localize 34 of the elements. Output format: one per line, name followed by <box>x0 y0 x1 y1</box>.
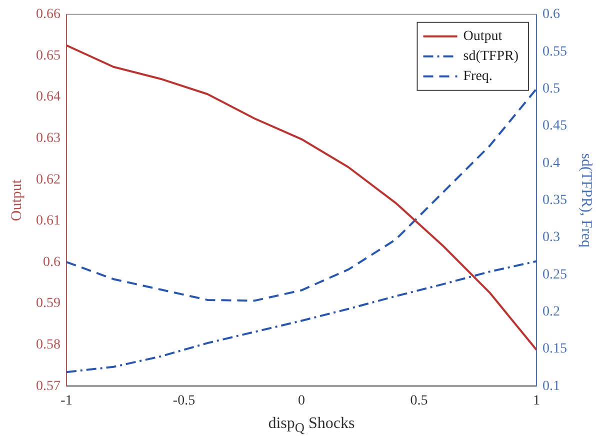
y-tick-label: 0.62 <box>36 172 60 188</box>
y2-tick-label: 0.25 <box>542 267 567 282</box>
x-tick-label: -0.5 <box>172 393 196 408</box>
y2-tick-label: 0.4 <box>542 156 560 171</box>
y-tick-label: 0.59 <box>36 296 60 312</box>
x-axis-title: disp$_{Q}$ Shocks <box>267 415 356 436</box>
line-series <box>66 88 536 302</box>
y2-tick-label: 0.5 <box>542 81 560 96</box>
y2-tick-label: 0.3 <box>542 230 560 246</box>
y-axis-title: Output <box>8 178 25 222</box>
y2-tick-label: 0.6 <box>542 7 560 22</box>
y-tick-label: 0.57 <box>36 378 60 394</box>
x-tick-label: 0.5 <box>410 393 428 408</box>
y-tick-label: 0.64 <box>36 90 60 105</box>
y-tick-label: 0.61 <box>36 214 60 229</box>
y2-axis-title: sd(TFPR), Freq <box>578 153 594 248</box>
y2-tick-label: 0.35 <box>542 192 567 208</box>
y-tick-label: 0.6 <box>43 254 60 270</box>
legend-label: Output <box>463 29 502 44</box>
y2-tick-label: 0.45 <box>542 118 567 134</box>
y-tick-label: 0.66 <box>36 7 60 22</box>
x-tick-label: 1 <box>533 393 540 408</box>
y-tick-label: 0.58 <box>36 338 60 353</box>
y2-tick-label: 0.1 <box>542 378 560 394</box>
y2-tick-label: 0.15 <box>542 342 567 357</box>
y2-tick-label: 0.55 <box>542 44 567 60</box>
x-tick-label: 0 <box>298 393 305 408</box>
x-tick-label: -1 <box>60 393 72 408</box>
y2-tick-label: 0.2 <box>542 304 560 320</box>
line-series <box>66 260 536 374</box>
y-tick-label: 0.63 <box>36 131 60 146</box>
y-tick-label: 0.65 <box>36 48 60 64</box>
legend-label: Freq. <box>463 69 492 84</box>
legend-label: sd(TFPR) <box>463 49 519 64</box>
